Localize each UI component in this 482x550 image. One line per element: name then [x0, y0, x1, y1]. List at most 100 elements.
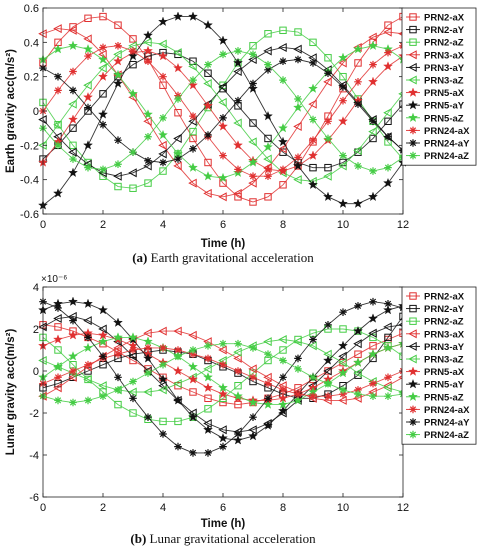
legend-label: PRN2-aX: [424, 292, 465, 303]
data-point-PRN24-aY: [279, 57, 287, 66]
data-point-PRN2-aX: [219, 398, 227, 407]
data-point-PRN24-aX: [384, 373, 392, 382]
data-point-PRN5-aY: [278, 405, 288, 416]
data-point-PRN5-aY: [368, 191, 378, 202]
data-point-PRN5-aX: [338, 116, 348, 126]
data-point-PRN3-aY: [368, 328, 377, 338]
legend-marker: [409, 38, 417, 46]
legend-item-PRN5-aX: PRN5-aX: [406, 366, 465, 378]
data-point-PRN5-aZ: [143, 336, 153, 346]
data-point-PRN5-aY: [98, 304, 108, 315]
legend-marker: [409, 139, 417, 147]
data-point-PRN24-aY: [264, 394, 272, 403]
data-point-PRN5-aY: [188, 11, 198, 21]
data-point-PRN24-aX: [189, 350, 197, 358]
data-point-PRN24-aY: [114, 373, 122, 382]
data-point-PRN2-aZ: [159, 167, 167, 175]
data-point-PRN3-aY: [383, 322, 392, 332]
y-tick-label: -6: [29, 492, 39, 504]
data-point-PRN5-aZ: [68, 351, 78, 361]
data-point-PRN3-aY: [158, 149, 167, 159]
data-point-PRN3-aX: [68, 25, 77, 35]
data-point-PRN24-aX: [84, 360, 92, 369]
data-point-PRN24-aY: [324, 321, 332, 329]
data-point-PRN2-aX: [84, 14, 92, 22]
data-point-PRN2-aX: [354, 350, 362, 358]
legend-item-PRN3-aY: PRN3-aY: [406, 341, 465, 353]
legend-item-PRN24-aZ: PRN24-aZ: [406, 151, 469, 162]
data-point-PRN24-aZ: [54, 141, 62, 150]
legend-label: PRN2-aY: [424, 25, 465, 36]
series-line-PRN3-aY: [42, 315, 404, 433]
data-point-PRN24-aZ: [69, 155, 77, 163]
legend-label: PRN3-aZ: [424, 76, 464, 87]
legend-marker: [408, 87, 418, 97]
y-tick-label: 0: [33, 366, 39, 378]
data-point-PRN5-aY: [278, 136, 288, 147]
data-point-PRN24-aZ: [54, 396, 62, 405]
data-point-PRN24-aY: [189, 144, 197, 153]
data-point-PRN5-aX: [263, 164, 273, 174]
data-point-PRN3-aX: [188, 178, 197, 188]
data-point-PRN5-aY: [68, 167, 78, 177]
x-tick-label: 4: [160, 502, 166, 514]
y-tick-label: -2: [29, 408, 39, 420]
legend-label: PRN24-aX: [424, 405, 470, 416]
data-point-PRN3-aY: [128, 351, 137, 361]
data-point-PRN24-aX: [144, 344, 152, 352]
data-point-PRN3-aZ: [98, 381, 107, 391]
data-point-PRN5-aZ: [98, 336, 108, 346]
data-point-PRN5-aX: [68, 330, 78, 340]
data-point-PRN24-aZ: [189, 346, 197, 354]
data-point-PRN24-aZ: [174, 352, 182, 361]
data-point-PRN3-aZ: [173, 379, 182, 389]
legend-item-PRN24-aX: PRN24-aX: [406, 405, 470, 416]
data-point-PRN5-aZ: [203, 372, 213, 382]
data-point-PRN24-aX: [174, 346, 182, 354]
legend-item-PRN3-aZ: PRN3-aZ: [406, 354, 464, 366]
data-point-PRN3-aZ: [323, 171, 332, 181]
y-exponent-label: ×10⁻⁶: [41, 274, 67, 285]
data-point-PRN24-aZ: [114, 386, 122, 394]
data-point-PRN3-aY: [338, 351, 347, 361]
data-point-PRN5-aX: [233, 140, 243, 150]
data-point-PRN5-aY: [83, 140, 93, 150]
data-point-PRN24-aX: [219, 151, 227, 160]
legend-label: PRN5-aX: [424, 88, 465, 99]
data-point-PRN24-aY: [69, 316, 77, 325]
data-point-PRN24-aZ: [294, 365, 302, 373]
data-point-PRN3-aX: [233, 188, 242, 198]
data-point-PRN24-aY: [354, 100, 362, 108]
data-point-PRN5-aX: [308, 150, 318, 160]
legend-label: PRN24-aZ: [424, 151, 469, 162]
data-point-PRN5-aY: [338, 340, 348, 350]
data-point-PRN5-aZ: [83, 342, 93, 353]
data-point-PRN24-aY: [159, 430, 167, 438]
legend-item-PRN24-aZ: PRN24-aZ: [406, 430, 469, 441]
data-point-PRN5-aZ: [203, 171, 213, 181]
data-point-PRN3-aY: [173, 133, 182, 144]
legend-label: PRN24-aY: [424, 139, 470, 150]
legend-label: PRN2-aY: [424, 304, 465, 315]
data-point-PRN3-aX: [158, 140, 167, 150]
data-point-PRN2-aX: [234, 400, 242, 409]
data-point-PRN24-aX: [309, 392, 317, 400]
data-point-PRN5-aY: [293, 160, 303, 171]
data-point-PRN3-aY: [83, 316, 92, 326]
data-point-PRN3-aX: [158, 326, 167, 336]
data-point-PRN3-aX: [173, 161, 182, 171]
data-point-PRN24-aX: [279, 165, 287, 174]
legend-marker: [409, 418, 417, 426]
caption-letter: (b): [130, 531, 149, 546]
data-point-PRN24-aZ: [384, 392, 392, 400]
series-PRN24-aX: [39, 41, 407, 181]
data-point-PRN24-aY: [204, 131, 212, 139]
x-tick-label: 12: [397, 219, 409, 231]
y-tick-label: 0.6: [24, 3, 39, 15]
data-point-PRN24-aX: [129, 346, 137, 354]
data-point-PRN2-aY: [324, 163, 332, 172]
data-point-PRN2-aX: [159, 81, 167, 89]
data-point-PRN24-aZ: [384, 163, 392, 172]
legend-item-PRN2-aX: PRN2-aX: [406, 13, 465, 24]
legend-marker: [409, 304, 417, 313]
